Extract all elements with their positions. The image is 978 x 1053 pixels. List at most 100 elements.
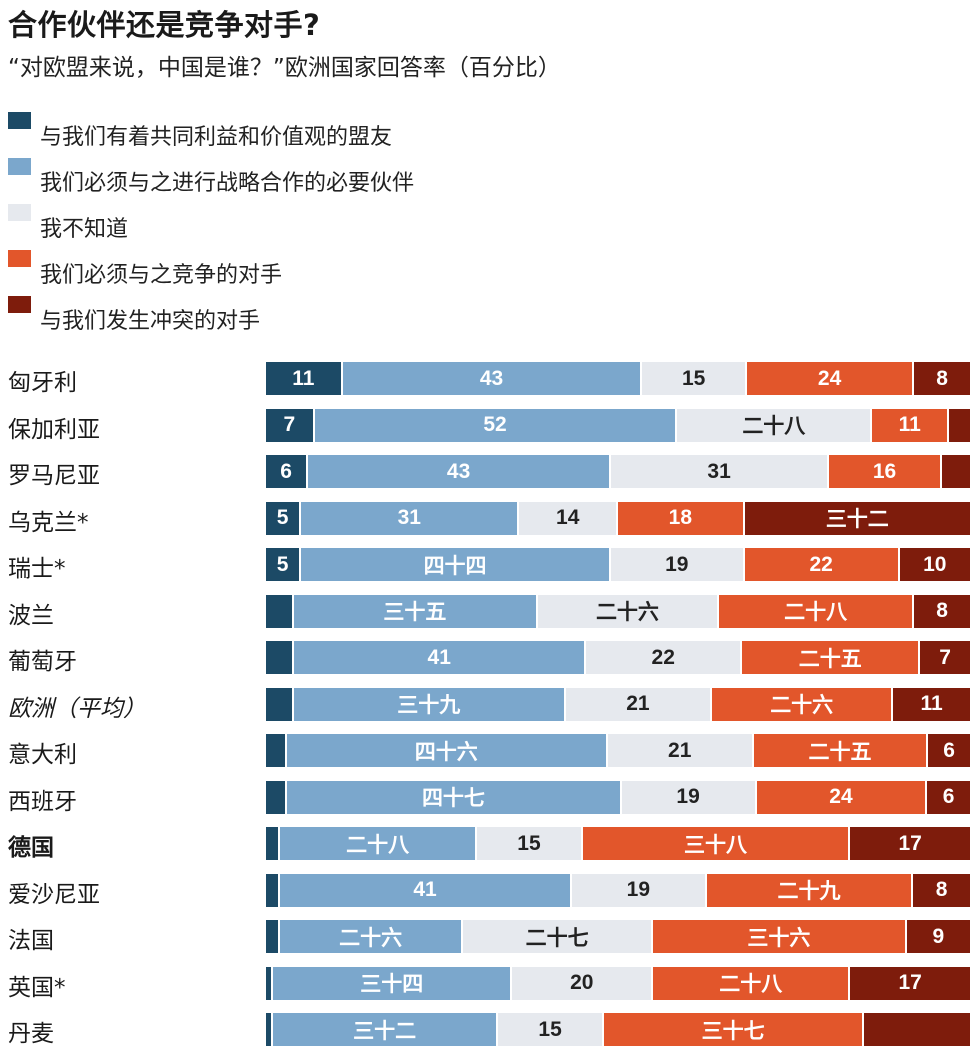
bar-segment-partner: 三十九 <box>293 687 566 721</box>
bar-segment-partner: 二十八 <box>280 827 478 860</box>
stacked-bar: 5 四十四 19 22 10 <box>266 548 970 581</box>
bar-segment-partner: 三十四 <box>273 966 513 1000</box>
bar-segment-partner: 四十四 <box>301 548 611 581</box>
stacked-bar: 41 22 二十五 7 <box>266 641 970 674</box>
bar-segment-competitor: 18 <box>617 501 745 535</box>
row-label: 爱沙尼亚 <box>8 881 100 908</box>
stacked-bar: 二十八 15 三十八 17 <box>266 827 970 860</box>
stacked-bar: 三十五 二十六 二十八 8 <box>266 594 970 628</box>
chart-row: 意大利 四十六 21 二十五 6 <box>0 728 978 774</box>
bar-segment-competitor: 三十八 <box>582 827 851 860</box>
bar-segment-partner: 52 <box>314 408 678 442</box>
bar-segment-rival: 9 <box>906 920 970 953</box>
stacked-bar: 41 19 二十九 8 <box>266 873 970 907</box>
bar-segment-rival <box>941 455 970 488</box>
bar-segment-dontknow: 22 <box>585 641 743 674</box>
bar-segment-competitor: 二十五 <box>753 734 929 767</box>
bar-segment-ally <box>266 594 294 628</box>
row-label: 法国 <box>8 928 54 954</box>
bar-segment-dontknow: 19 <box>621 780 757 814</box>
row-label: 葡萄牙 <box>8 649 77 675</box>
bar-segment-competitor: 16 <box>829 455 942 488</box>
legend-label-partner: 我们必须与之进行战略合作的必要伙伴 <box>40 171 415 196</box>
bar-segment-ally <box>266 873 281 907</box>
bar-segment-rival: 8 <box>913 873 970 907</box>
bar-segment-dontknow: 14 <box>519 501 618 535</box>
bar-segment-competitor: 24 <box>746 362 915 395</box>
chart-row: 波兰 三十五 二十六 二十八 8 <box>0 589 978 635</box>
bar-segment-ally: 6 <box>266 455 309 488</box>
bar-segment-rival: 8 <box>914 594 970 628</box>
bar-segment-partner: 三十二 <box>273 1013 499 1046</box>
bar-segment-rival: 6 <box>928 734 970 767</box>
bar-segment-ally <box>266 1013 274 1046</box>
bar-segment-ally: 5 <box>266 548 302 581</box>
bar-segment-partner: 41 <box>280 873 572 907</box>
row-label: 德国 <box>8 835 54 861</box>
chart-row: 西班牙 四十七 19 24 6 <box>0 775 978 821</box>
bar-segment-ally: 11 <box>266 362 343 395</box>
legend-label-rival: 与我们发生冲突的对手 <box>40 309 261 334</box>
row-label: 匈牙利 <box>8 370 77 396</box>
bar-segment-rival: 6 <box>927 780 970 814</box>
bar-segment-dontknow: 31 <box>610 455 830 488</box>
bar-segment-partner: 41 <box>294 641 586 674</box>
stacked-bar: 三十二 15 三十七 <box>266 1013 970 1046</box>
bar-segment-dontknow: 21 <box>565 687 713 721</box>
bar-segment-dontknow: 二十八 <box>677 408 873 442</box>
row-label: 英国* <box>8 974 66 1001</box>
bar-segment-partner: 43 <box>342 362 643 395</box>
bar-segment-competitor: 22 <box>744 548 900 581</box>
stacked-bar: 7 52 二十八 11 <box>266 408 970 442</box>
bar-segment-ally: 7 <box>266 408 315 442</box>
row-label: 意大利 <box>8 742 77 768</box>
bar-segment-partner: 31 <box>301 501 520 535</box>
bar-segment-rival: 7 <box>920 641 970 674</box>
stacked-bar: 6 43 31 16 <box>266 455 970 488</box>
bar-segment-dontknow: 二十七 <box>463 920 654 953</box>
bar-segment-competitor: 二十九 <box>706 873 914 907</box>
chart-row: 丹麦 三十二 15 三十七 <box>0 1007 978 1053</box>
chart-row: 德国 二十八 15 三十八 17 <box>0 821 978 867</box>
bar-segment-partner: 四十六 <box>286 734 608 767</box>
bar-segment-competitor: 二十五 <box>742 641 921 674</box>
bar-segment-rival <box>864 1013 970 1046</box>
bar-segment-competitor: 三十六 <box>653 920 907 953</box>
bar-segment-ally <box>266 734 287 767</box>
bar-segment-partner: 四十七 <box>287 780 622 814</box>
bar-segment-rival: 17 <box>850 827 970 860</box>
stacked-bar: 11 43 15 24 8 <box>266 362 970 395</box>
bar-segment-partner: 43 <box>308 455 611 488</box>
legend-label-ally: 与我们有着共同利益和价值观的盟友 <box>40 125 393 150</box>
bar-segment-rival: 10 <box>899 548 970 581</box>
legend-swatch-rival <box>8 296 31 313</box>
bar-segment-dontknow: 20 <box>512 966 654 1000</box>
bar-segment-ally <box>266 920 281 953</box>
chart-row: 法国 二十六 二十七 三十六 9 <box>0 914 978 960</box>
chart-row: 英国* 三十四 20 二十八 17 <box>0 961 978 1007</box>
stacked-bar: 四十六 21 二十五 6 <box>266 734 970 767</box>
stacked-bar: 三十四 20 二十八 17 <box>266 966 970 1000</box>
bar-segment-rival: 11 <box>893 687 970 721</box>
chart-row: 罗马尼亚 6 43 31 16 <box>0 449 978 495</box>
stacked-bar: 三十九 21 二十六 11 <box>266 687 970 721</box>
row-label: 罗马尼亚 <box>8 463 100 489</box>
chart-title: 合作伙伴还是竞争对手? <box>8 8 321 42</box>
chart-row: 瑞士* 5 四十四 19 22 10 <box>0 542 978 588</box>
bar-segment-dontknow: 15 <box>642 362 747 395</box>
bar-segment-competitor: 24 <box>756 780 928 814</box>
bar-segment-dontknow: 19 <box>610 548 745 581</box>
stacked-bar: 四十七 19 24 6 <box>266 780 970 814</box>
chart-row: 葡萄牙 41 22 二十五 7 <box>0 635 978 681</box>
legend-label-competitor: 我们必须与之竞争的对手 <box>40 263 283 288</box>
stacked-bar: 二十六 二十七 三十六 9 <box>266 920 970 953</box>
chart-row: 保加利亚 7 52 二十八 11 <box>0 403 978 449</box>
bar-segment-partner: 三十五 <box>293 594 538 628</box>
bar-segment-rival: 17 <box>850 966 970 1000</box>
bar-segment-dontknow: 15 <box>477 827 583 860</box>
bar-segment-ally: 5 <box>266 501 302 535</box>
legend-label-dontknow: 我不知道 <box>40 217 129 242</box>
bar-segment-partner: 二十六 <box>280 920 464 953</box>
bar-segment-ally <box>266 966 274 1000</box>
bar-segment-ally <box>266 827 281 860</box>
